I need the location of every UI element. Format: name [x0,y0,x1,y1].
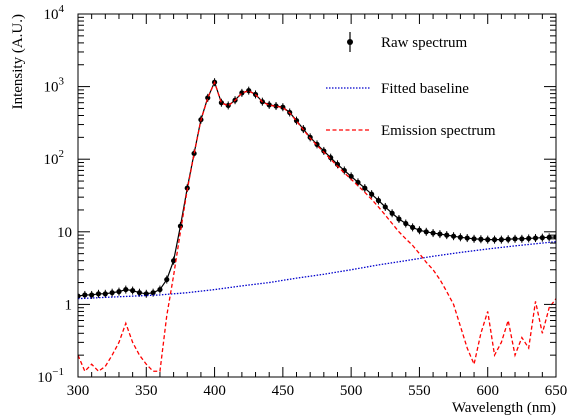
raw-spectrum-point [416,227,423,233]
raw-spectrum-point [116,289,122,295]
raw-spectrum-point [102,291,108,297]
raw-spectrum-point [136,290,143,296]
raw-spectrum-point [485,237,491,243]
raw-spectrum-point [526,235,532,242]
x-tick-label: 350 [135,383,158,399]
x-tick-label: 450 [272,383,295,399]
raw-spectrum-point [519,236,525,242]
raw-spectrum-point [403,220,409,227]
y-tick-label: 102 [44,148,65,168]
raw-spectrum-point [430,230,436,236]
raw-spectrum-point [471,236,477,242]
raw-spectrum-point [539,235,545,241]
raw-spectrum-point [382,204,388,210]
y-tick-label: 10−1 [37,366,64,386]
raw-spectrum-point [130,287,136,294]
raw-spectrum-point [362,185,368,191]
x-tick-label: 550 [408,383,431,399]
raw-spectrum-line [78,80,556,297]
legend-label: Fitted baseline [381,81,469,97]
raw-spectrum-point [150,290,156,296]
raw-spectrum-point [457,234,463,240]
raw-spectrum-point [464,235,470,241]
raw-spectrum-point [123,286,129,293]
raw-spectrum-point [423,229,429,235]
raw-spectrum-point [266,102,272,108]
raw-spectrum-point [532,235,539,241]
raw-spectrum-point [478,236,484,242]
raw-spectrum-point [491,237,498,243]
fitted-baseline-line [78,241,556,300]
raw-spectrum-point [164,276,170,283]
y-tick-label: 10 [57,225,72,241]
legend-raw-marker [347,39,353,45]
raw-spectrum-point [450,233,457,239]
y-tick-label: 103 [44,76,65,96]
raw-spectrum-point [498,237,504,243]
raw-spectrum-point [78,293,81,299]
y-tick-label: 1 [65,297,73,313]
plot-frame [77,13,557,378]
raw-spectrum-point [553,234,556,240]
raw-spectrum-point [410,224,416,230]
raw-spectrum-point [328,155,334,161]
emission-spectrum-line [78,80,556,373]
raw-spectrum-point [444,232,450,238]
legend: Raw spectrum Fitted baseline Emission spec… [326,32,496,139]
raw-spectrum-point [95,291,102,297]
raw-spectrum-point [321,148,327,154]
raw-spectrum-point [375,197,382,204]
x-axis-label: Wavelength (nm) [452,400,556,416]
raw-spectrum-point [191,150,197,157]
x-tick-label: 600 [476,383,499,399]
raw-spectrum-point [218,100,224,106]
x-tick-label: 500 [340,383,363,399]
raw-spectrum-point [389,210,395,216]
raw-spectrum-point [89,292,95,298]
raw-spectrum-point [109,290,115,296]
raw-spectrum-point [369,191,375,197]
raw-spectrum-point [396,216,402,222]
raw-spectrum-point [348,173,354,179]
raw-spectrum-point [273,103,279,109]
legend-label: Raw spectrum [381,35,468,51]
raw-spectrum-point [171,258,177,264]
raw-spectrum-point [512,236,518,242]
x-tick-label: 300 [67,383,90,399]
raw-spectrum-point [82,292,88,298]
raw-spectrum-point [157,286,163,293]
raw-spectrum-point [355,179,361,185]
x-tick-label: 650 [545,383,568,399]
raw-spectrum-point [505,236,511,242]
y-tick-label: 104 [44,3,65,23]
legend-label: Emission spectrum [381,123,496,139]
x-tick-label: 400 [203,383,226,399]
raw-spectrum-point [437,231,443,237]
y-axis-label: Intensity (A.U.) [10,14,26,109]
